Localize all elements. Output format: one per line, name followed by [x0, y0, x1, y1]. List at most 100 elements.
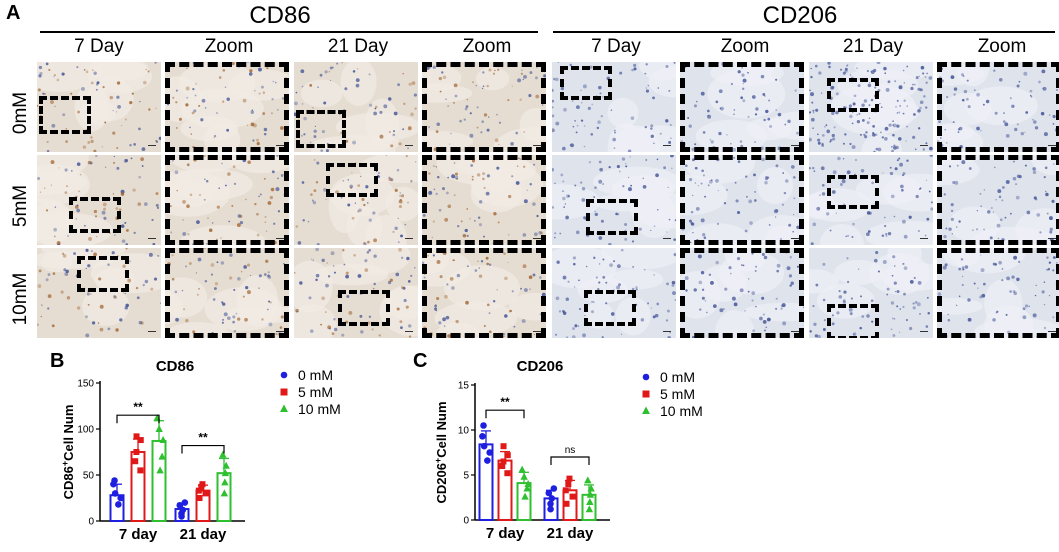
legend-marker: [281, 389, 288, 396]
col-header-cd206-zoom-7day: Zoom: [681, 36, 809, 58]
y-tick-label: 50: [83, 471, 95, 482]
micrograph-tile: [680, 62, 804, 152]
data-point: [182, 499, 189, 506]
y-tick-label: 100: [77, 425, 94, 436]
legend-label: 5 mM: [298, 384, 333, 400]
zoom-region-box: [827, 175, 879, 209]
micrograph-tile: [37, 155, 161, 245]
zoom-region-box: [296, 110, 346, 148]
zoom-frame: [680, 248, 804, 338]
col-header-cd206-zoom-21day: Zoom: [938, 36, 1059, 58]
significance-label: ns: [565, 445, 576, 456]
data-point: [111, 477, 118, 484]
legend-marker: [281, 372, 288, 379]
zoom-frame: [937, 62, 1059, 152]
micrograph-tile: [809, 155, 933, 245]
data-point: [137, 467, 143, 473]
data-point: [551, 485, 558, 492]
data-point: [221, 478, 228, 485]
micrograph-tile: [294, 248, 418, 338]
zoom-region-box: [560, 66, 612, 100]
legend-marker: [280, 405, 288, 413]
bar: [153, 441, 166, 521]
x-tick-label: 21 day: [180, 526, 227, 543]
scale-bar: [920, 145, 928, 146]
zoom-region-box: [69, 197, 121, 233]
legend-marker: [643, 374, 650, 381]
scale-bar: [533, 145, 541, 146]
zoom-frame: [680, 62, 804, 152]
data-point: [587, 491, 594, 498]
data-point: [547, 506, 554, 513]
micrograph-tile: [37, 248, 161, 338]
significance-bracket: [551, 457, 589, 465]
panel-c-letter: C: [413, 350, 427, 373]
data-point: [584, 476, 591, 483]
bar: [564, 490, 577, 520]
data-point: [565, 481, 571, 487]
significance-bracket: [117, 415, 159, 423]
scale-bar: [791, 238, 799, 239]
x-tick-label: 7 day: [119, 526, 158, 543]
bar: [583, 495, 596, 520]
zoom-frame: [937, 248, 1059, 338]
data-point: [155, 425, 162, 432]
significance-label: **: [198, 431, 208, 445]
cd206-group-title: CD206: [680, 2, 920, 30]
scale-bar: [1048, 331, 1056, 332]
micrograph-tile: [422, 155, 546, 245]
data-point: [570, 494, 576, 500]
micrograph-tile: [294, 155, 418, 245]
data-point: [112, 490, 119, 497]
y-tick-label: 0: [88, 517, 94, 528]
cd86-group-line: [40, 31, 538, 33]
scale-bar: [405, 331, 413, 332]
row-header-0mm: 0mM: [10, 68, 32, 158]
significance-label: **: [133, 400, 143, 414]
x-tick-label: 21 day: [547, 525, 594, 542]
data-point: [132, 458, 138, 464]
micrograph-tile: [809, 62, 933, 152]
data-point: [221, 489, 228, 496]
col-header-cd206-7day: 7 Day: [552, 36, 680, 58]
scale-bar: [920, 238, 928, 239]
data-point: [545, 490, 552, 497]
data-point: [586, 498, 593, 505]
scale-bar: [1048, 238, 1056, 239]
scale-bar: [405, 145, 413, 146]
scale-bar: [276, 238, 284, 239]
micrograph-tile: [680, 248, 804, 338]
y-axis-label: CD86+Cell Num: [60, 405, 76, 500]
scale-bar: [791, 331, 799, 332]
micrograph-tile: [552, 62, 676, 152]
zoom-frame: [165, 155, 289, 245]
col-header-cd86-7day: 7 Day: [35, 36, 163, 58]
zoom-region-box: [326, 163, 378, 197]
zoom-frame: [422, 62, 546, 152]
micrograph-tile: [422, 248, 546, 338]
legend-label: 0 mM: [298, 367, 333, 383]
row-header-10mm: 10mM: [10, 254, 32, 344]
legend-label: 10 mM: [660, 403, 703, 419]
legend-marker: [643, 391, 650, 398]
scale-bar: [276, 331, 284, 332]
col-header-cd206-21day: 21 Day: [809, 36, 937, 58]
scale-bar: [533, 238, 541, 239]
micrograph-tile: [165, 248, 289, 338]
legend-label: 5 mM: [660, 386, 695, 402]
data-point: [117, 495, 124, 502]
scale-bar: [148, 331, 156, 332]
zoom-frame: [680, 155, 804, 245]
zoom-region-box: [827, 78, 879, 112]
micrograph-tile: [552, 248, 676, 338]
micrograph-tile: [422, 62, 546, 152]
zoom-frame: [937, 155, 1059, 245]
data-point: [566, 476, 572, 482]
row-header-5mm: 5mM: [10, 161, 32, 251]
data-point: [547, 501, 554, 508]
data-point: [587, 485, 594, 492]
micrograph-tile: [165, 62, 289, 152]
scale-bar: [791, 145, 799, 146]
micrograph-tile: [809, 248, 933, 338]
